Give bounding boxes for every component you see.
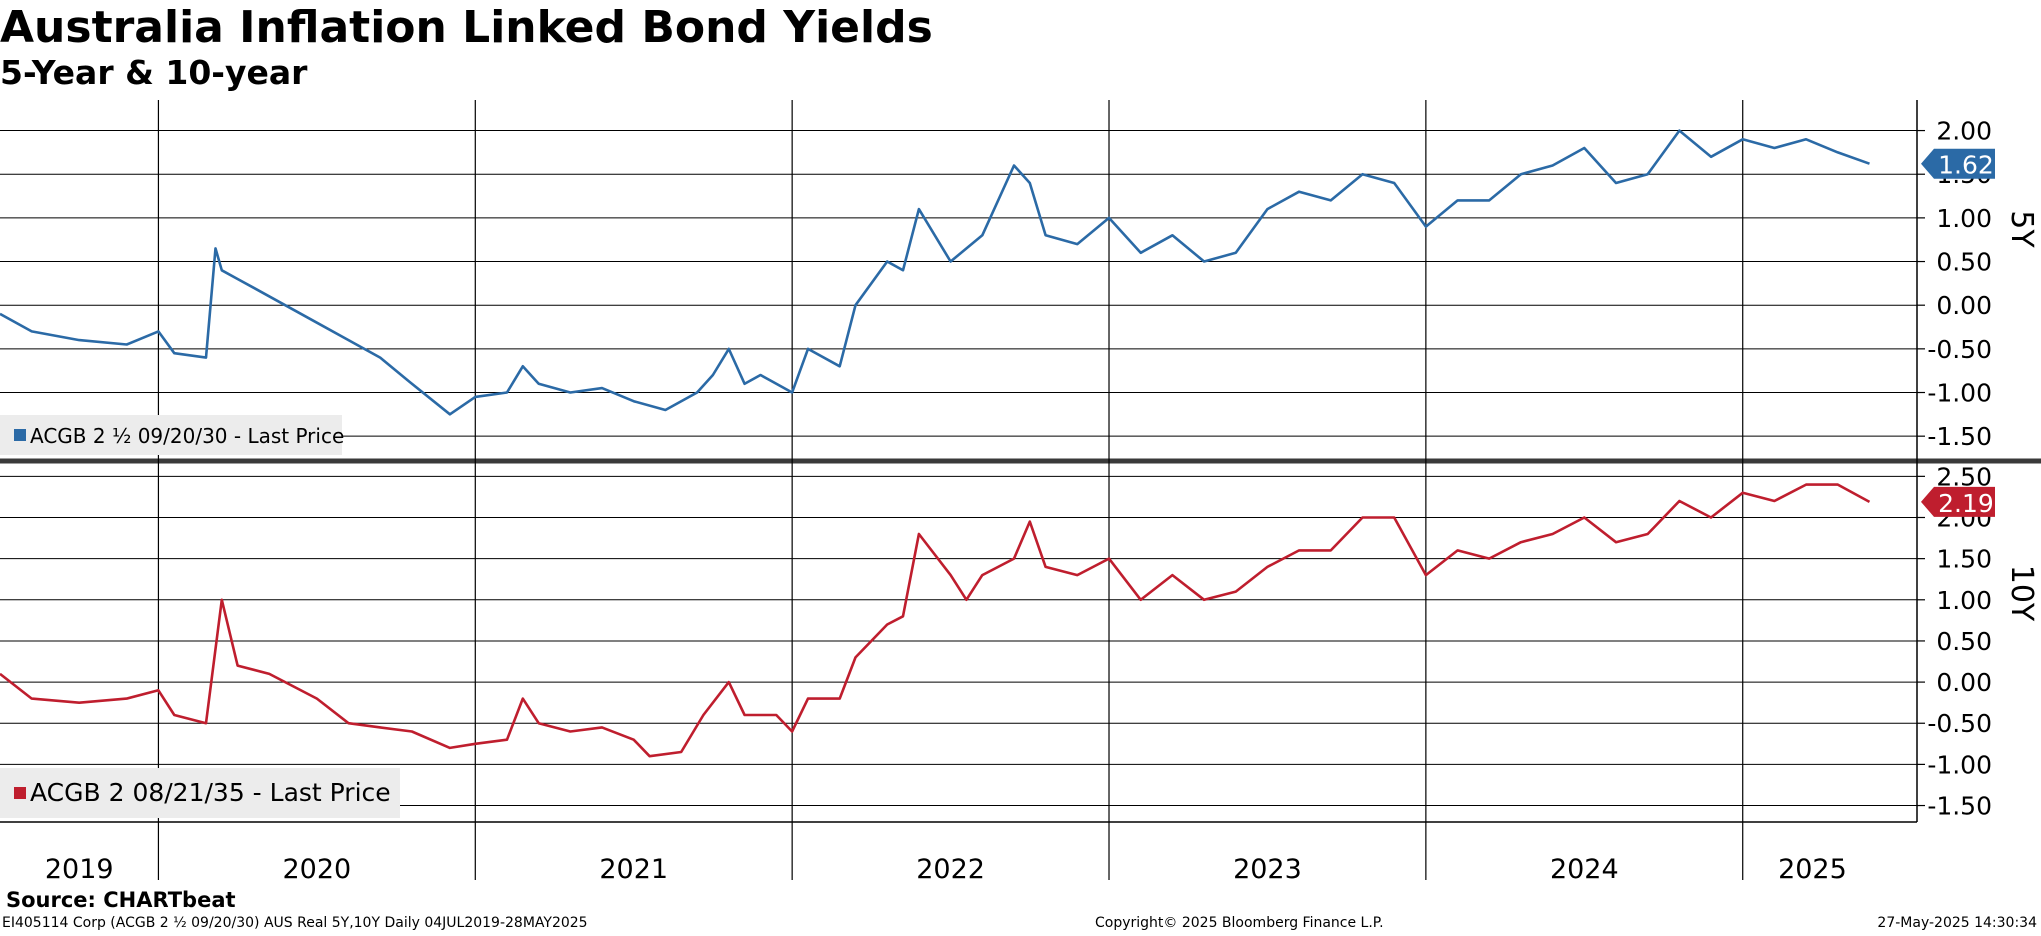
y-tick-label: -0.50 [1927,335,1992,364]
footer-timestamp: 27-May-2025 14:30:34 [1877,915,2037,931]
y-tick-label: -1.00 [1927,750,1992,779]
x-tick-label: 2022 [916,854,985,885]
legend-swatch [14,787,26,799]
x-tick-label: 2020 [283,854,352,885]
x-tick-label: 2024 [1550,854,1619,885]
legend-label: ACGB 2 ½ 09/20/30 - Last Price [30,424,344,448]
legend-label: ACGB 2 08/21/35 - Last Price [30,778,391,807]
chart-svg: 2019 2020 2021 2022 2023 2024 2025 -1.50 -1.00 -0… [0,0,2041,936]
series-line[interactable] [0,485,1870,757]
y-tick-label: 0.50 [1936,627,1992,656]
y-tick-label: -0.50 [1927,709,1992,738]
last-value-label: 2.19 [1938,489,1994,518]
x-tick-label: 2025 [1778,854,1847,885]
footer-copyright: Copyright© 2025 Bloomberg Finance L.P. [1095,915,1384,931]
y-tick-label: 1.50 [1936,545,1992,574]
footer-ticker-info: EI405114 Corp (ACGB 2 ½ 09/20/30) AUS Re… [2,915,588,931]
source-note: Source: CHARTbeat [6,888,236,912]
last-value-label: 1.62 [1938,151,1994,180]
grid-layer [0,100,1925,880]
y-tick-label: 0.00 [1936,291,1992,320]
panel-label: 5Y [2004,210,2039,248]
y-tick-label: 1.00 [1936,586,1992,615]
series-line[interactable] [0,131,1870,415]
y-tick-label: -1.50 [1927,422,1992,451]
y-tick-label: 0.00 [1936,668,1992,697]
x-tick-label: 2019 [45,854,114,885]
x-tick-label: 2021 [599,854,668,885]
y-tick-label: 2.00 [1936,117,1992,146]
y-tick-label: -1.00 [1927,379,1992,408]
x-tick-label: 2023 [1233,854,1302,885]
panel-label: 10Y [2004,565,2039,622]
y-tick-label: -1.50 [1927,792,1992,821]
y-tick-label: 0.50 [1936,248,1992,277]
legend-swatch [14,429,26,441]
y-tick-label: 1.00 [1936,204,1992,233]
